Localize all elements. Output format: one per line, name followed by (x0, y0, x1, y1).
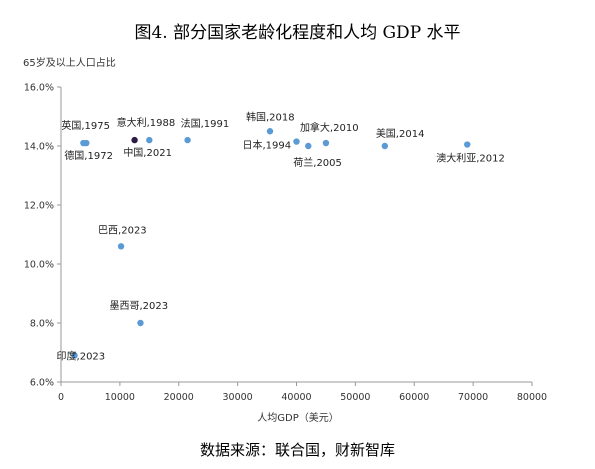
y-ticks: 6.0% 8.0% 10.0% 12.0% 14.0% 16.0% (24, 83, 61, 389)
x-ticks: 0 10000 20000 30000 40000 50000 60000 70000 8000… (58, 382, 547, 403)
data-point (464, 141, 471, 148)
data-point (293, 138, 300, 145)
data-point (83, 139, 90, 147)
data-label: 加拿大,2010 (300, 121, 359, 134)
x-tick-label: 60000 (399, 392, 429, 403)
source-note: 数据来源：联合国，财新智库 (199, 441, 395, 459)
data-label: 德国,1972 (64, 149, 113, 162)
x-axis-title: 人均GDP（美元） (257, 411, 338, 424)
data-point (266, 128, 274, 135)
data-point (381, 142, 389, 150)
data-label: 英国,1975 (61, 119, 110, 132)
chart-title: 图4. 部分国家老龄化程度和人均 GDP 水平 (134, 23, 461, 43)
data-label: 韩国,2018 (246, 110, 295, 123)
y-tick-label: 12.0% (24, 201, 54, 212)
data-point (131, 136, 138, 144)
data-point (322, 139, 330, 147)
y-tick-label: 16.0% (24, 83, 54, 94)
x-tick-label: 30000 (223, 392, 253, 403)
data-label: 法国,1991 (181, 117, 230, 130)
x-tick-label: 70000 (458, 392, 488, 403)
x-tick-label: 80000 (517, 392, 547, 403)
data-label: 意大利,1988 (117, 116, 176, 129)
x-tick-label: 50000 (340, 392, 370, 403)
data-label: 澳大利亚,2012 (436, 152, 505, 165)
y-tick-label: 8.0% (30, 319, 54, 330)
data-labels: 英国,1975 德国,1972 意大利,1988 中国,2021 法国,1991 韩国,2… (57, 110, 505, 362)
x-tick-label: 20000 (164, 392, 194, 403)
y-axis-title: 65岁及以上人口占比 (23, 56, 116, 69)
data-label: 日本,1994 (243, 139, 292, 152)
data-label: 荷兰,2005 (293, 156, 342, 169)
x-tick-label: 40000 (281, 392, 311, 403)
y-tick-label: 14.0% (24, 142, 54, 153)
data-point (137, 319, 144, 327)
data-label: 巴西,2023 (98, 224, 147, 236)
data-point (117, 243, 125, 250)
data-point (305, 142, 312, 150)
y-tick-label: 6.0% (30, 378, 54, 389)
data-label: 印度,2023 (57, 349, 106, 362)
data-point (146, 136, 153, 144)
y-tick-label: 10.0% (24, 260, 54, 271)
x-tick-label: 0 (58, 392, 64, 403)
data-label: 美国,2014 (376, 127, 425, 140)
data-point (184, 136, 191, 144)
data-label: 墨西哥,2023 (109, 300, 168, 312)
data-label: 中国,2021 (123, 146, 172, 159)
x-tick-label: 10000 (105, 392, 135, 403)
data-point (71, 352, 78, 359)
data-points (71, 128, 471, 359)
